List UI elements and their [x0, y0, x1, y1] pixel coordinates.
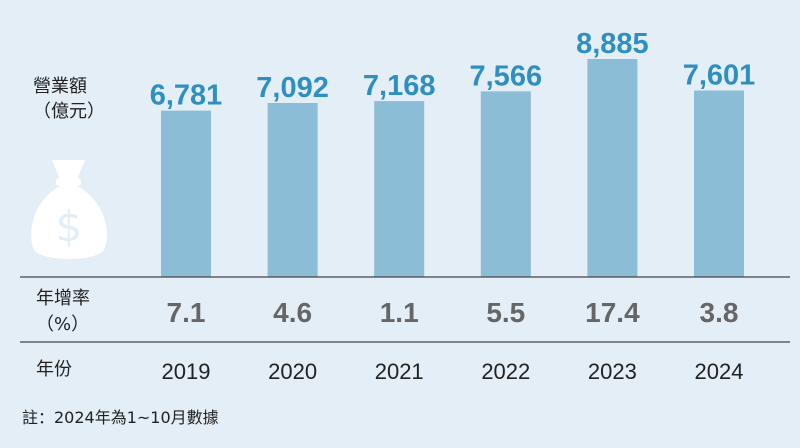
year-label-2024: 2024 [695, 359, 744, 384]
y-axis-label-line1: 營業額 [33, 76, 87, 97]
value-label-2020: 7,092 [256, 72, 329, 104]
value-label-2023: 8,885 [576, 28, 649, 60]
year-label-2019: 2019 [162, 359, 211, 384]
growth-rate-2020: 4.6 [273, 297, 312, 328]
growth-rate-label: 年增率 （%） [36, 286, 90, 338]
bar-2021 [374, 101, 425, 277]
growth-rate-2019: 7.1 [167, 297, 206, 328]
value-label-2019: 6,781 [150, 80, 223, 112]
value-label-2024: 7,601 [683, 60, 756, 92]
year-row-label: 年份 [36, 359, 72, 380]
year-label-2023: 2023 [588, 359, 637, 384]
bar-2024 [694, 90, 744, 278]
growth-rate-2022: 5.5 [486, 297, 525, 328]
growth-rate-label-line1: 年增率 [36, 288, 90, 309]
y-axis-label-line2: （億元） [33, 101, 105, 122]
svg-text:$: $ [56, 202, 83, 251]
year-label-2021: 2021 [375, 359, 424, 384]
growth-rate-2021: 1.1 [380, 297, 419, 328]
bars-group [161, 59, 744, 278]
y-axis-label: 營業額 （億元） [33, 74, 105, 124]
growth-rate-2023: 17.4 [585, 297, 640, 328]
year-label-2022: 2022 [481, 359, 530, 384]
bar-2020 [267, 102, 318, 277]
bar-2023 [587, 59, 638, 277]
money-bag-icon: $ [31, 160, 107, 259]
growth-rates-group: 7.1 4.6 1.1 5.5 17.4 3.8 [167, 297, 739, 328]
year-labels-group: 2019 2020 2021 2022 2023 2024 [162, 359, 744, 384]
bar-2022 [480, 91, 531, 277]
year-label-2020: 2020 [268, 359, 317, 384]
footnote: 註：2024年為1~10月數據 [22, 408, 219, 427]
value-label-2022: 7,566 [470, 60, 543, 92]
value-labels-group: 6,781 7,092 7,168 7,566 8,885 7,601 [150, 28, 756, 112]
growth-rate-label-line2: （%） [36, 314, 90, 335]
value-label-2021: 7,168 [363, 70, 436, 102]
bar-2019 [161, 110, 211, 277]
growth-rate-2024: 3.8 [700, 297, 739, 328]
